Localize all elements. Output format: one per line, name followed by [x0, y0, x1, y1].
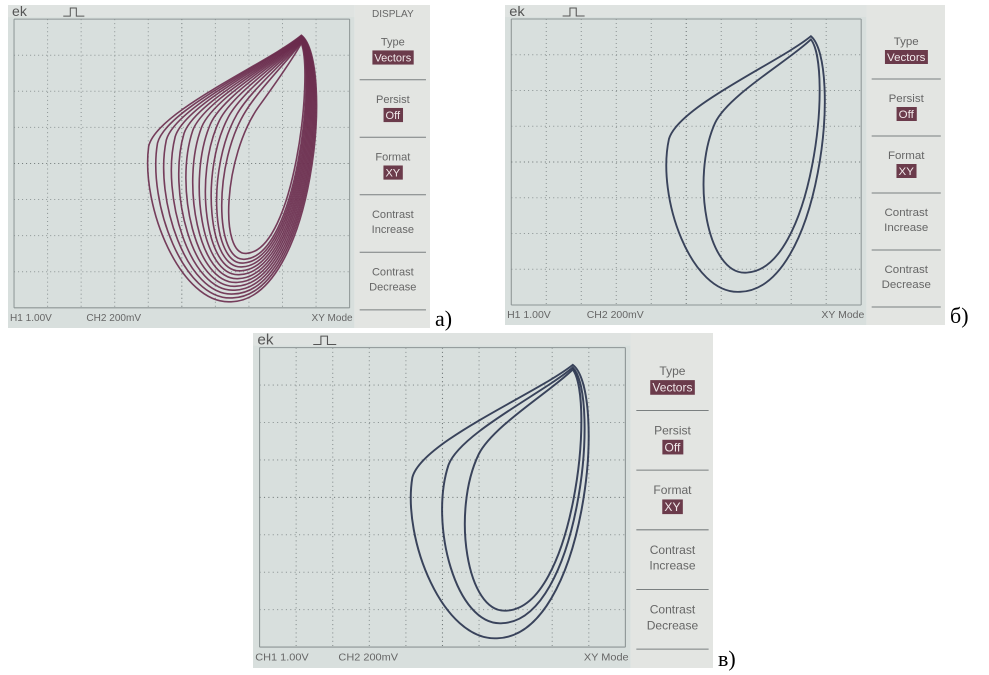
panel-caption: в) — [718, 646, 736, 671]
ch2-scale: CH2 200mV — [86, 313, 141, 324]
menu-value: Decrease — [882, 279, 931, 291]
menu-value: Increase — [884, 222, 928, 234]
menu-label: Contrast — [884, 264, 928, 276]
oscilloscope-photo: ek H1 1.00V CH2 200mV XY Mode DISPLAY Type Vec… — [8, 3, 430, 328]
display-mode: XY Mode — [584, 652, 629, 664]
menu-label: Persist — [376, 94, 410, 106]
menu-value: XY — [899, 166, 915, 178]
menu-label: Type — [381, 36, 405, 48]
menu-value: Increase — [649, 560, 696, 573]
menu-value: Vectors — [374, 53, 411, 65]
menu-value: Off — [899, 109, 915, 121]
menu-value: Off — [665, 442, 682, 455]
oscilloscope-photo: ek CH1 1.00V CH2 200mV XY Mode Type Vectors Pe… — [253, 332, 713, 668]
menu-label: Contrast — [372, 266, 414, 278]
header-bar — [253, 333, 631, 346]
menu-value: Vectors — [887, 52, 926, 64]
oscilloscope-photo: ek H1 1.00V CH2 200mV XY Mode Type Vectors Per… — [505, 4, 945, 325]
display-mode: XY Mode — [312, 313, 354, 324]
menu-value: XY — [385, 168, 400, 180]
panel-caption: а) — [435, 306, 452, 331]
ch2-scale: CH2 200mV — [338, 652, 398, 664]
ch2-scale: CH2 200mV — [587, 310, 644, 321]
menu-value: Decrease — [369, 282, 416, 294]
menu-label: Contrast — [650, 544, 696, 557]
menu-label: Contrast — [884, 207, 928, 219]
display-mode: XY Mode — [821, 310, 864, 321]
menu-label: Format — [375, 151, 410, 163]
menu-label: Persist — [889, 93, 925, 105]
ch1-scale: H1 1.00V — [10, 313, 52, 324]
menu-value: Vectors — [652, 382, 692, 395]
menu-value: Decrease — [647, 619, 699, 632]
scope-logo: ek — [509, 4, 525, 20]
menu-label: Contrast — [650, 604, 696, 617]
menu-value: Off — [386, 110, 401, 122]
panel-caption: б) — [950, 303, 969, 328]
ch1-scale: H1 1.00V — [507, 310, 551, 321]
menu-label: Type — [894, 36, 919, 48]
menu-value: XY — [664, 501, 680, 514]
menu-label: Format — [888, 150, 925, 162]
menu-label: Type — [659, 365, 686, 378]
figure: ek H1 1.00V CH2 200mV XY Mode DISPLAY Type Vec… — [0, 0, 989, 675]
menu-label: Persist — [654, 425, 692, 438]
header-bar — [8, 5, 355, 17]
scope-logo: ek — [257, 332, 274, 349]
ch1-scale: CH1 1.00V — [255, 652, 309, 664]
menu-label: Format — [653, 484, 692, 497]
scope-logo: ek — [12, 3, 28, 19]
menu-title: DISPLAY — [372, 9, 414, 20]
header-bar — [505, 5, 866, 17]
menu-label: Contrast — [372, 209, 414, 221]
menu-value: Increase — [372, 224, 414, 236]
